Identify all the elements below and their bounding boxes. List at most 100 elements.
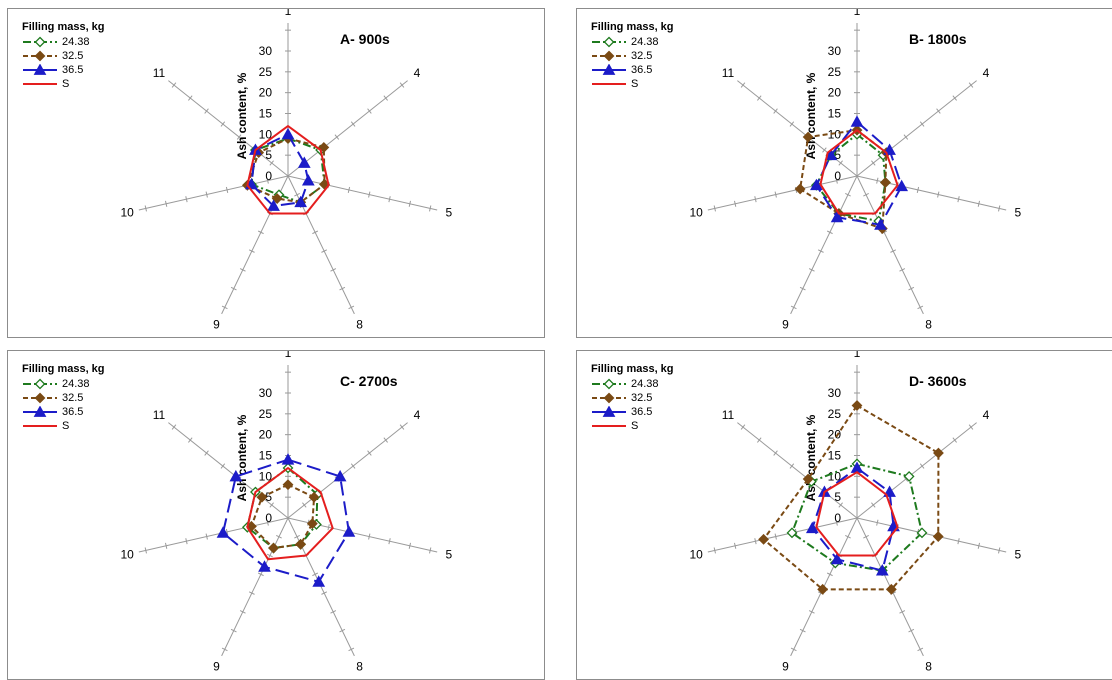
legend-item: S [22,419,105,433]
spoke-tick [916,186,920,193]
spoke-tick [339,286,346,291]
spoke-tick [903,476,909,482]
legend-label: 32.5 [631,50,653,62]
spoke-tick [220,121,226,127]
data-point-32.5 [933,447,944,459]
data-point-32.5 [308,491,320,503]
spoke-tick [330,610,337,614]
radar-spoke [138,517,289,553]
legend-label: 36.5 [631,64,653,76]
spoke-tick [383,437,388,443]
radial-tick-label: 0 [265,169,272,183]
data-point-32.5 [932,531,944,542]
legend-item: 24.38 [22,35,105,49]
legend-marker [603,50,615,62]
data-point-32.5 [268,542,279,554]
spoke-tick [399,424,405,430]
spoke-tick [383,95,388,101]
spoke-tick [144,547,147,554]
data-point-32.5 [271,193,283,204]
spoke-tick [952,437,957,443]
data-point-36.5 [281,127,295,140]
spoke-tick [248,591,255,595]
data-point-32.5 [880,177,891,188]
spoke-tick [330,268,337,272]
spoke-tick [408,542,412,549]
data-point-36.5 [895,179,909,192]
spoke-tick [808,268,815,272]
spoke-tick [773,450,778,456]
spoke-tick [276,535,282,539]
data-point-36.5 [850,115,864,127]
data-point-32.5 [256,491,268,503]
category-label: 1 [854,9,861,18]
radial-tick-label: 25 [259,407,273,421]
data-point-36.5 [297,156,311,168]
data-point-36.5 [333,469,347,482]
radial-axis-title: Ash content, % [804,72,818,159]
legend-swatch [592,83,626,85]
spoke-tick [871,502,876,508]
spoke-tick [221,305,228,310]
data-point-36.5 [810,178,823,191]
legend-marker [602,406,616,417]
legend: Filling mass, kg 24.38 32.5 36.5 S [22,363,105,433]
data-point-36.5 [875,564,889,576]
data-point-24.38 [786,527,798,539]
category-label: 11 [153,66,166,80]
chart-panel-b: 1 4 5 8 9 10 11 0 5 10 15 20 25 30 Ash content, % B- 18… [576,8,1112,338]
legend-marker [602,64,616,75]
legend-swatch [592,392,626,404]
legend-label: S [631,78,639,90]
legend-swatch [23,64,57,75]
spoke-tick [774,191,777,198]
data-point-32.5 [802,131,814,143]
radar-spoke [707,517,858,553]
spoke-tick [845,535,851,539]
category-label: 10 [689,548,703,562]
category-label: 4 [414,66,421,80]
category-label: 9 [213,318,220,332]
spoke-tick [876,519,879,526]
spoke-tick [713,547,716,554]
spoke-tick [871,160,876,166]
radial-tick-label: 5 [834,148,841,162]
legend-label: S [62,420,70,432]
data-point-32.5 [758,533,769,545]
spoke-tick [835,177,838,184]
spoke-tick [225,528,229,535]
spoke-tick [740,424,746,430]
series-line-36.5 [222,458,350,583]
legend-item: 36.5 [22,405,105,419]
spoke-tick [952,95,957,101]
legend-swatch [23,406,57,417]
data-point-36.5 [301,174,315,186]
radar-spoke [287,175,355,315]
chart-title: A- 900s [340,31,390,47]
category-label: 8 [356,318,363,332]
data-point-32.5 [802,473,814,485]
spoke-tick [908,286,915,291]
legend-marker [603,36,615,48]
radial-tick-label: 25 [828,407,842,421]
spoke-tick [919,463,925,469]
category-label: 10 [120,548,134,562]
legend-marker [34,392,46,404]
legend-swatch [592,378,626,390]
radar-spoke [856,175,1007,211]
spoke-tick [968,82,974,88]
spoke-tick [799,628,806,633]
spoke-tick [733,542,737,549]
radar-spoke [287,80,408,177]
spoke-tick [998,205,1001,212]
spoke-tick [937,191,940,198]
legend-swatch [23,425,57,427]
category-label: 5 [1015,206,1022,220]
spoke-tick [977,200,981,207]
series-line-S [819,129,899,215]
spoke-tick [890,249,897,253]
radial-tick-label: 0 [265,511,272,525]
spoke-tick [321,591,328,595]
radial-tick-label: 30 [259,386,273,400]
